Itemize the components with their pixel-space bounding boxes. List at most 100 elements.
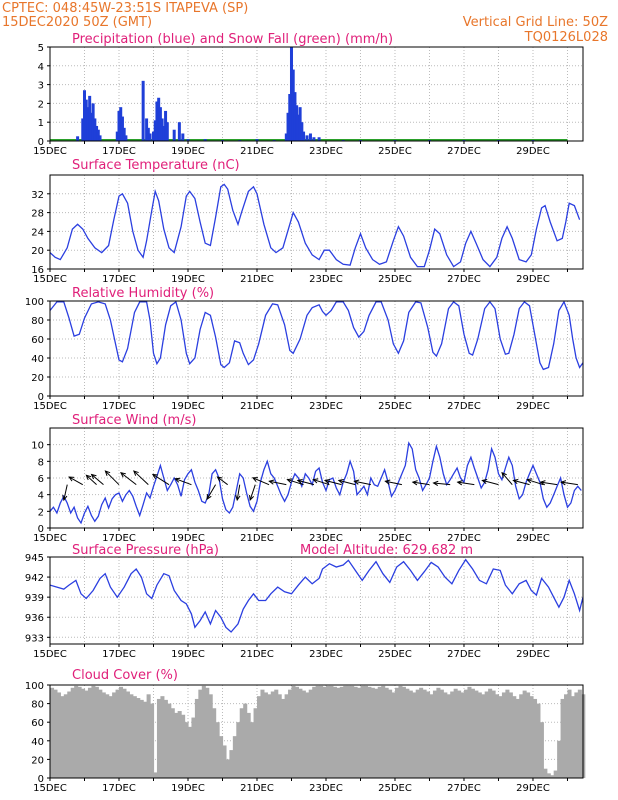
cloud-bar [50,687,55,778]
wind-vector-head [104,470,111,476]
cloud-bar [315,685,320,778]
wind-vector [527,479,544,486]
wind-vector-head [235,495,241,502]
wind-vector [338,479,356,486]
x-tick-label: 25DEC [378,274,412,285]
cloud-bar [129,694,134,778]
x-tick-label: 25DEC [378,649,412,660]
cloud-bar [398,685,403,778]
wind-vector-head [249,494,255,502]
cloud-bar [443,692,448,778]
x-tick-label: 15DEC [33,533,67,544]
cloud-bar [488,688,493,778]
y-tick-label: 100 [25,681,44,692]
y-tick-label: 24 [31,227,44,238]
cloud-bar [384,687,389,778]
cloud-bar [381,685,386,778]
cloud-bar [67,691,72,778]
precip-bar [291,69,295,141]
cloud-bar [353,686,358,778]
x-tick-label: 25DEC [378,783,412,794]
precip-bar [177,122,181,141]
cloud-bar [246,712,251,778]
cloud-bar [436,687,441,778]
panel-frame [49,684,584,779]
cloud-bar [132,696,137,778]
x-tick-label: 23DEC [309,146,343,157]
y-tick-label: 8 [38,457,44,468]
cloud-bar [98,689,103,778]
y-tick-label: 2 [38,99,44,110]
y-tick-label: 28 [31,209,44,220]
cloud-bar [401,686,406,778]
cloud-bar [577,689,582,778]
precip-bar [141,80,145,141]
wind-vector-head [337,478,344,485]
x-tick-label: 17DEC [102,649,136,660]
precip-bar [89,112,93,141]
cloud-bar [408,690,413,778]
panel-title: Surface Pressure (hPa) [72,543,219,558]
x-tick-label: 19DEC [171,649,205,660]
cloud-bar [77,686,82,778]
cloud-bar [215,722,220,778]
precip-bar [186,139,190,141]
cloud-bar [529,696,534,778]
cloud-bar [260,689,265,778]
cloud-bar [294,686,299,778]
cloud-bar [515,698,520,778]
cloud-bar [498,696,503,778]
x-tick-label: 25DEC [378,401,412,412]
cloud-bar [139,699,144,778]
cloud-bar [415,689,420,778]
cloud-bar [564,694,569,778]
x-tick-label: 27DEC [447,274,481,285]
cloud-bar [243,703,248,778]
wind-vector [120,472,137,486]
x-tick-label: 19DEC [171,401,205,412]
wind-vector [412,481,430,486]
wind-vector-head [432,480,439,487]
wind-vector-head [501,471,507,478]
panel-subtitle: Model Altitude: 629.682 m [300,543,473,558]
panel-title: Surface Wind (m/s) [72,413,196,428]
panel-title: Surface Temperature (nC) [72,158,240,173]
wind-vector-head [353,479,360,485]
precip-bar [296,114,300,141]
cloud-bar [177,711,182,778]
precip-bar [284,133,288,141]
wind-vector [91,474,104,486]
cloud-bar [426,691,431,778]
y-tick-label: 0 [38,137,44,148]
panel-2: 0 20 40 60 80 100 15DEC 17DEC 19DEC 21DEC 23DEC 25D… [25,286,584,412]
cloud-bar [70,687,75,778]
precip-bar [95,125,99,141]
x-tick-label: 23DEC [309,401,343,412]
wind-vector [297,479,315,486]
wind-vector-head [62,494,68,502]
cloud-bar [239,708,244,778]
x-tick-label: 27DEC [447,146,481,157]
wind-vector [324,479,342,486]
cloud-bar [457,690,462,778]
x-tick-label: 21DEC [240,146,274,157]
cloud-bar [81,688,86,778]
wind-vector-head [481,478,488,485]
cloud-bar [281,698,286,778]
cloud-bar [526,692,531,778]
wind-vector-head [323,478,331,485]
x-tick-label: 17DEC [102,533,136,544]
wind-vector [354,480,371,486]
cloud-bar [187,726,193,778]
x-tick-label: 29DEC [516,649,550,660]
cloud-bar [267,694,272,778]
cloud-bar [357,687,362,778]
series-line [50,441,582,525]
cloud-bar [87,687,92,778]
y-tick-label: 20 [31,246,44,257]
cloud-bar [360,685,365,778]
cloud-bar [208,694,213,778]
panel-frame [49,556,584,645]
cloud-bar [519,694,524,778]
x-tick-label: 27DEC [447,783,481,794]
